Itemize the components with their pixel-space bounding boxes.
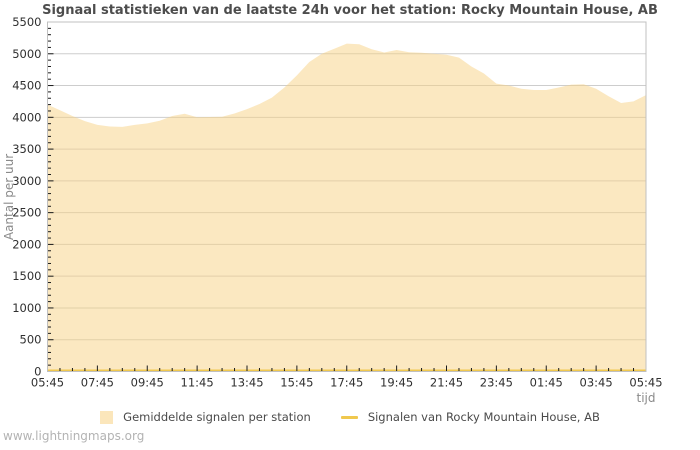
chart-title: Signaal statistieken van de laatste 24h … <box>42 3 658 18</box>
svg-text:17:45: 17:45 <box>330 376 363 390</box>
plot-frame <box>47 21 647 372</box>
watermark-url: www.lightningmaps.org <box>3 429 145 443</box>
svg-text:4500: 4500 <box>12 79 41 93</box>
svg-text:07:45: 07:45 <box>81 376 114 390</box>
svg-text:13:45: 13:45 <box>230 376 263 390</box>
y-axis-label: Aantal per uur <box>2 153 16 241</box>
legend-label-average: Gemiddelde signalen per station <box>123 410 311 424</box>
svg-text:23:45: 23:45 <box>480 376 513 390</box>
svg-text:11:45: 11:45 <box>181 376 214 390</box>
svg-text:0: 0 <box>34 365 41 379</box>
svg-text:21:45: 21:45 <box>430 376 463 390</box>
x-tick-labels: 05:45 07:45 09:45 11:45 13:45 15:45 17:45 19:45… <box>31 376 663 390</box>
svg-text:2000: 2000 <box>12 237 41 251</box>
svg-text:15:45: 15:45 <box>280 376 313 390</box>
line-series-swatch-icon <box>340 415 358 419</box>
svg-text:500: 500 <box>20 333 42 347</box>
svg-text:5000: 5000 <box>12 47 41 61</box>
svg-text:4000: 4000 <box>12 110 41 124</box>
svg-text:5500: 5500 <box>12 15 41 29</box>
y-tick-labels: 0 500 1000 1500 2000 2500 3000 3500 4000 4500 5000… <box>12 15 41 379</box>
svg-text:19:45: 19:45 <box>380 376 413 390</box>
svg-text:05:45: 05:45 <box>31 376 64 390</box>
svg-text:3000: 3000 <box>12 174 41 188</box>
legend-item-station: Signalen van Rocky Mountain House, AB <box>340 410 600 424</box>
svg-text:1000: 1000 <box>12 301 41 315</box>
svg-text:03:45: 03:45 <box>580 376 613 390</box>
svg-text:2500: 2500 <box>12 206 41 220</box>
area-series-swatch-icon <box>100 410 114 424</box>
area-series <box>47 43 646 372</box>
svg-text:3500: 3500 <box>12 142 41 156</box>
legend-label-station: Signalen van Rocky Mountain House, AB <box>367 410 600 424</box>
svg-text:1500: 1500 <box>12 269 41 283</box>
svg-text:05:45: 05:45 <box>629 376 662 390</box>
legend-item-average: Gemiddelde signalen per station <box>100 410 311 424</box>
signal-statistics-chart: 0 500 1000 1500 2000 2500 3000 3500 4000 4500 5000… <box>12 15 663 390</box>
chart-legend: Gemiddelde signalen per station Signalen… <box>0 410 700 424</box>
svg-text:01:45: 01:45 <box>530 376 563 390</box>
x-axis-label: tijd <box>636 391 656 405</box>
svg-text:09:45: 09:45 <box>131 376 164 390</box>
